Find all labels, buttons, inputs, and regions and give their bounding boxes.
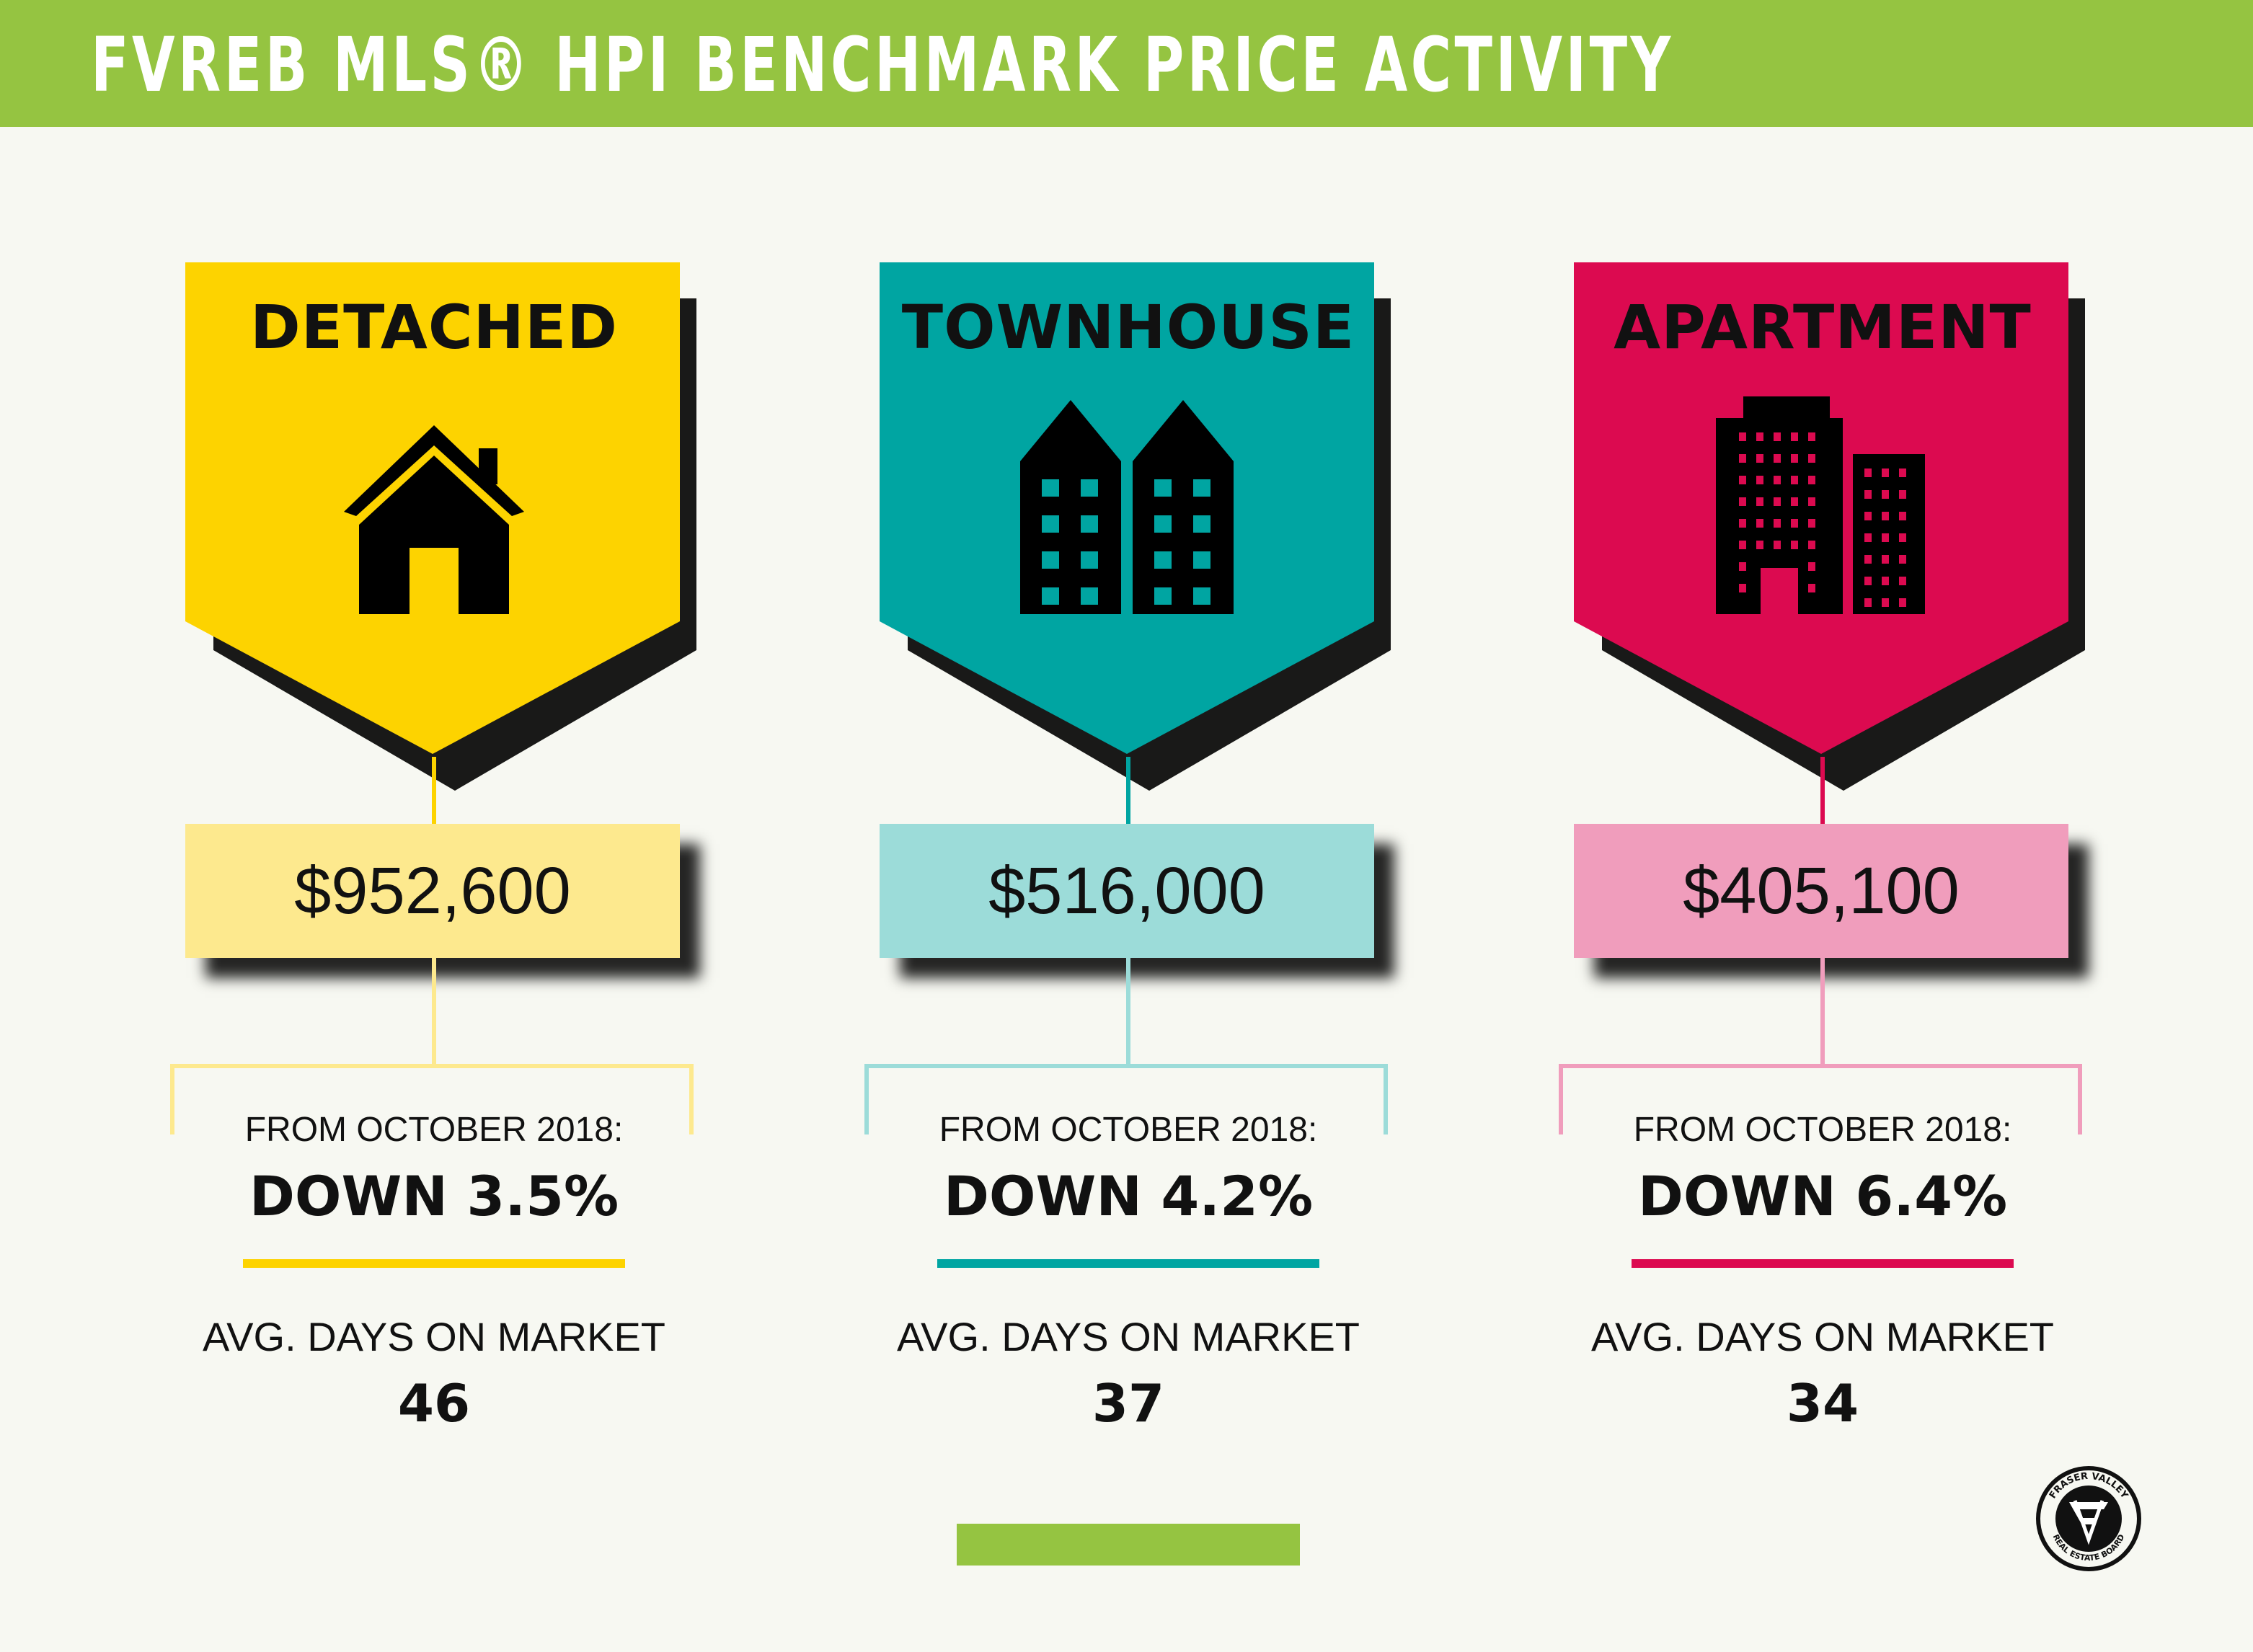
benchmark-price: $952,600 [294,854,571,928]
connector-line [1820,757,1825,824]
days-on-market-value: 34 [1786,1373,1859,1434]
connector-line [1126,757,1130,824]
days-on-market-value: 37 [1092,1373,1165,1434]
price-box: $405,100 [1574,824,2068,958]
price-change: DOWN 3.5% [249,1164,619,1228]
price-change: DOWN 4.2% [943,1164,1314,1228]
category-label: APARTMENT [1614,292,2032,363]
fraser-valley-real-estate-board-logo-icon: FRASER VALLEY REAL ESTATE BOARD [2035,1465,2143,1573]
from-label: FROM OCTOBER 2018: [939,1111,1318,1149]
connector-line [432,757,436,824]
header-bar [0,0,2253,127]
price-box: $952,600 [185,824,680,958]
bracket [864,1064,1388,1134]
connector-line [432,958,436,1066]
category-card-detached: DETACHED $952,600 FROM OCTOBER 2018: DOW… [153,0,715,1652]
bracket [170,1064,694,1134]
bracket [1559,1064,2082,1134]
price-box: $516,000 [880,824,1374,958]
from-label: FROM OCTOBER 2018: [244,1111,624,1149]
days-on-market-label: AVG. DAYS ON MARKET [1590,1314,2055,1359]
accent-underline [937,1259,1319,1268]
footer-bar [957,1524,1300,1566]
days-on-market-label: AVG. DAYS ON MARKET [896,1314,1360,1359]
connector-line [1126,958,1130,1066]
page-title: FVREB MLS® HPI BENCHMARK PRICE ACTIVITY [91,21,1674,109]
category-card-apartment: APARTMENT [1541,0,2104,1652]
category-card-townhouse: TOWNHOUSE $516,000 FROM OCTOBER 2018: DO… [847,0,1409,1652]
benchmark-price: $516,000 [988,854,1265,928]
category-label: TOWNHOUSE [901,292,1355,363]
apartment-building-icon [1714,389,1931,627]
townhouse-icon [1020,389,1236,627]
days-on-market-value: 46 [397,1373,471,1434]
house-icon [326,389,542,627]
benchmark-price: $405,100 [1683,854,1960,928]
accent-underline [243,1259,625,1268]
accent-underline [1632,1259,2014,1268]
days-on-market-label: AVG. DAYS ON MARKET [202,1314,666,1359]
price-change: DOWN 6.4% [1637,1164,2008,1228]
from-label: FROM OCTOBER 2018: [1633,1111,2012,1149]
category-label: DETACHED [250,292,618,363]
connector-line [1820,958,1825,1066]
